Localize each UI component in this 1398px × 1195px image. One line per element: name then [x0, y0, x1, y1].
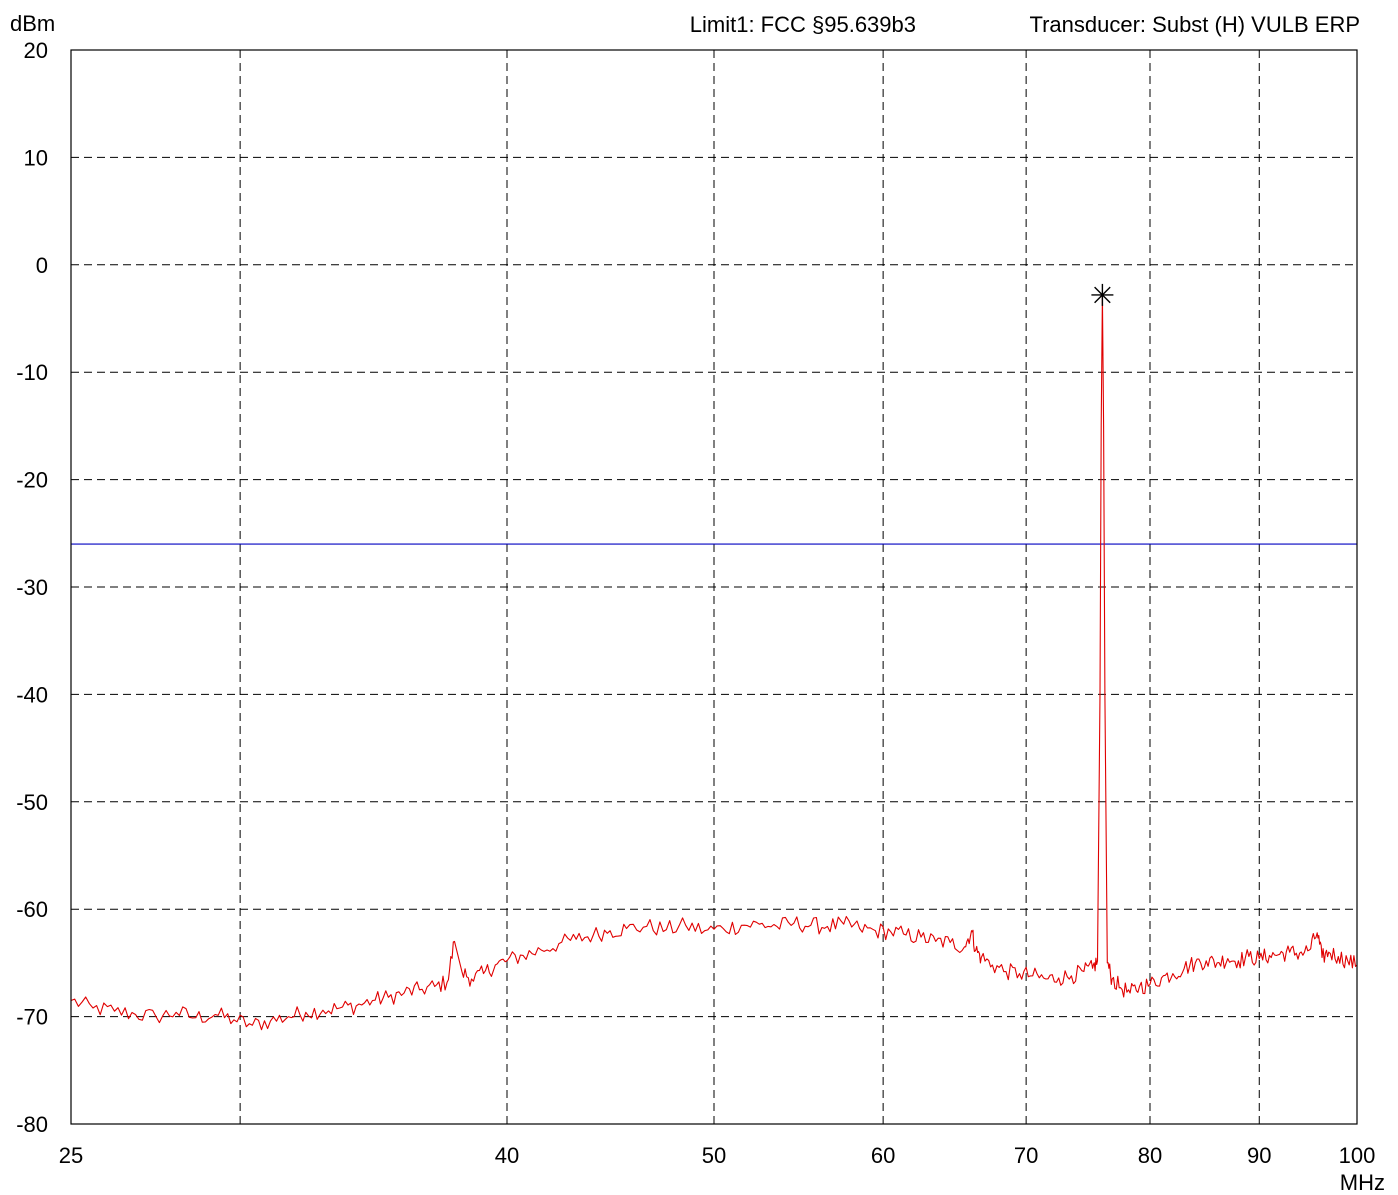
y-axis-label: dBm	[10, 11, 55, 36]
y-tick-label: -80	[16, 1112, 48, 1137]
y-tick-label: -20	[16, 468, 48, 493]
limit-title: Limit1: FCC §95.639b3	[690, 12, 916, 37]
marker-stroke	[1094, 286, 1111, 304]
peak-marker-layer	[1091, 283, 1114, 306]
y-tick-label: -30	[16, 575, 48, 600]
transducer-title: Transducer: Subst (H) VULB ERP	[1029, 12, 1360, 37]
y-tick-label: 20	[24, 38, 48, 63]
trace-line	[70, 294, 1358, 1031]
x-tick-label: 25	[59, 1143, 83, 1168]
y-tick-label: 10	[24, 145, 48, 170]
x-tick-labels: 25 40 50 60 70 80 90 100	[59, 1143, 1376, 1168]
x-tick-label: 50	[702, 1143, 726, 1168]
x-axis-label: MHz	[1340, 1170, 1385, 1195]
y-tick-label: -70	[16, 1005, 48, 1030]
x-tick-label: 40	[495, 1143, 519, 1168]
y-tick-label: -50	[16, 790, 48, 815]
peak-marker	[1091, 283, 1114, 306]
y-tick-label: -60	[16, 897, 48, 922]
x-tick-label: 90	[1247, 1143, 1271, 1168]
x-tick-label: 100	[1339, 1143, 1376, 1168]
y-tick-labels: 20 10 0 -10 -20 -30 -40 -50 -60 -70 -80	[16, 38, 48, 1137]
trace-layer	[70, 294, 1358, 1031]
grid-lines	[71, 50, 1357, 1124]
plot-frame	[70, 49, 1358, 1125]
y-tick-label: -10	[16, 360, 48, 385]
x-tick-label: 70	[1014, 1143, 1038, 1168]
x-tick-label: 80	[1138, 1143, 1162, 1168]
y-tick-label: 0	[36, 253, 48, 278]
y-tick-label: -40	[16, 682, 48, 707]
x-tick-label: 60	[871, 1143, 895, 1168]
